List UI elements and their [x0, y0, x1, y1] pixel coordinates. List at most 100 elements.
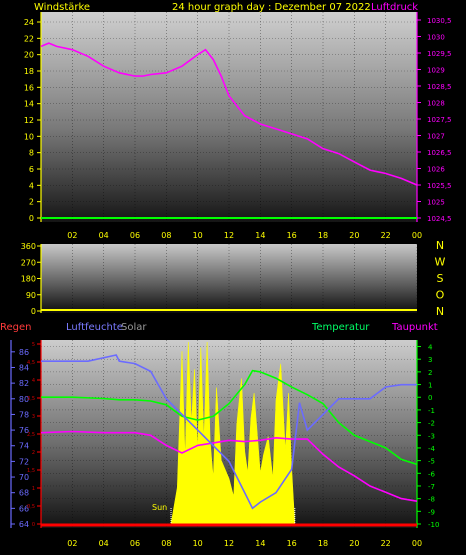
- solar-label: Solar: [121, 322, 147, 333]
- humidity-tick-label: 84: [19, 363, 29, 372]
- wind-tick-label: 0: [29, 214, 34, 223]
- humidity-tick-label: 70: [19, 473, 29, 482]
- compass-label: O: [436, 289, 445, 302]
- x-tick-label: 04: [99, 539, 109, 548]
- direction-tick-label: 90: [26, 291, 36, 300]
- rain-tick-label: 1,5: [27, 468, 35, 474]
- chart-title: 24 hour graph day : Dezember 07 2022: [172, 2, 371, 13]
- wind-tick-label: 6: [29, 165, 34, 174]
- rain-tick-label: 0,5: [27, 504, 35, 510]
- wind-tick-label: 12: [24, 116, 34, 125]
- x-tick-label: 08: [161, 231, 171, 240]
- pressure-tick-label: 1029,5: [427, 50, 452, 58]
- wind-tick-label: 14: [24, 100, 34, 109]
- temp-tick-label: 0: [428, 394, 432, 402]
- x-tick-label: 12: [224, 539, 234, 548]
- dewpoint-label: Taupunkt: [391, 322, 438, 333]
- pressure-tick-label: 1026,5: [427, 149, 452, 157]
- temp-tick-label: -8: [428, 496, 435, 504]
- x-tick-label: 12: [224, 231, 234, 240]
- humidity-label: Luftfeuchte: [66, 322, 123, 333]
- rain-tick-label: 1: [32, 486, 35, 492]
- wind-tick-label: 22: [24, 34, 34, 43]
- x-tick-label: 14: [255, 539, 265, 548]
- x-tick-label: 04: [99, 231, 109, 240]
- direction-tick-label: 360: [21, 242, 36, 251]
- sun-label: Sun: [152, 503, 167, 512]
- humidity-tick-label: 66: [19, 504, 29, 513]
- temp-tick-label: -1: [428, 407, 435, 415]
- x-tick-label: 18: [318, 539, 328, 548]
- temperature-label: Temperatur: [311, 322, 370, 333]
- x-tick-label: 22: [381, 539, 391, 548]
- temp-tick-label: 3: [428, 356, 432, 364]
- wind-tick-label: 20: [24, 51, 34, 60]
- x-tick-label: 20: [349, 231, 359, 240]
- temp-tick-label: -7: [428, 483, 435, 491]
- wind-pressure-chart: 0246810121416182022241024,510251025,5102…: [24, 12, 452, 240]
- wind-strength-label: Windstärke: [34, 2, 90, 13]
- compass-label: N: [436, 239, 444, 252]
- humidity-tick-label: 72: [19, 457, 29, 466]
- wind-tick-label: 8: [29, 149, 34, 158]
- temp-tick-label: -5: [428, 458, 435, 466]
- temp-tick-label: -2: [428, 420, 435, 428]
- x-tick-label: 02: [67, 539, 77, 548]
- humidity-tick-label: 82: [19, 379, 29, 388]
- temp-tick-label: -3: [428, 432, 435, 440]
- x-tick-label: 06: [130, 539, 140, 548]
- pressure-tick-label: 1027: [427, 133, 445, 141]
- x-tick-label: 02: [67, 231, 77, 240]
- pressure-tick-label: 1028,5: [427, 83, 452, 91]
- pressure-line: [40, 42, 418, 186]
- pressure-label: Luftdruck: [371, 2, 418, 13]
- temp-tick-label: 4: [428, 344, 433, 352]
- rain-tick-label: 5: [32, 342, 35, 348]
- temperature-line: [41, 369, 418, 466]
- wind-tick-label: 24: [24, 18, 34, 27]
- humidity-tick-label: 74: [19, 442, 29, 451]
- x-tick-label: 20: [349, 539, 359, 548]
- rain-tick-label: 3: [32, 414, 35, 420]
- x-tick-label: 16: [287, 539, 297, 548]
- rain-tick-label: 4,5: [27, 360, 35, 366]
- solar-area: [170, 341, 296, 525]
- temp-tick-label: -6: [428, 470, 436, 478]
- pressure-tick-label: 1030,5: [427, 17, 452, 25]
- x-tick-label: 00: [412, 231, 422, 240]
- humidity-tick-label: 68: [19, 489, 29, 498]
- temp-tick-label: 2: [428, 369, 432, 377]
- x-tick-label: 10: [193, 539, 203, 548]
- direction-tick-label: 180: [21, 275, 36, 284]
- pressure-tick-label: 1030: [427, 34, 445, 42]
- pressure-tick-label: 1025: [427, 199, 445, 207]
- pressure-tick-label: 1026: [427, 166, 445, 174]
- temp-tick-label: -10: [428, 521, 439, 529]
- rain-tick-label: 2: [32, 450, 35, 456]
- temp-tick-label: -4: [428, 445, 436, 453]
- humidity-line: [41, 354, 417, 510]
- rain-tick-label: 4: [32, 378, 35, 384]
- x-tick-label: 16: [287, 231, 297, 240]
- pressure-tick-label: 1024,5: [427, 215, 452, 223]
- compass-label: W: [435, 256, 446, 269]
- pressure-tick-label: 1029: [427, 67, 445, 75]
- dewpoint-line: [40, 430, 418, 502]
- humidity-tick-label: 64: [19, 520, 29, 529]
- rain-tick-label: 2,5: [27, 432, 35, 438]
- wind-direction-panel: [41, 244, 417, 313]
- x-tick-label: 08: [161, 539, 171, 548]
- wind-tick-label: 4: [29, 181, 34, 190]
- wind-tick-label: 16: [24, 83, 34, 92]
- temp-tick-label: 1: [428, 382, 432, 390]
- x-tick-label: 22: [381, 231, 391, 240]
- compass-label: S: [437, 272, 444, 285]
- wind-tick-label: 18: [24, 67, 34, 76]
- temp-humidity-chart: -10-9-8-7-6-5-4-3-2-10123464666870727476…: [10, 340, 439, 548]
- humidity-tick-label: 80: [19, 395, 29, 404]
- x-tick-label: 00: [412, 539, 422, 548]
- humidity-tick-label: 78: [19, 410, 29, 419]
- humidity-tick-label: 86: [19, 348, 29, 357]
- direction-tick-label: 270: [21, 258, 36, 267]
